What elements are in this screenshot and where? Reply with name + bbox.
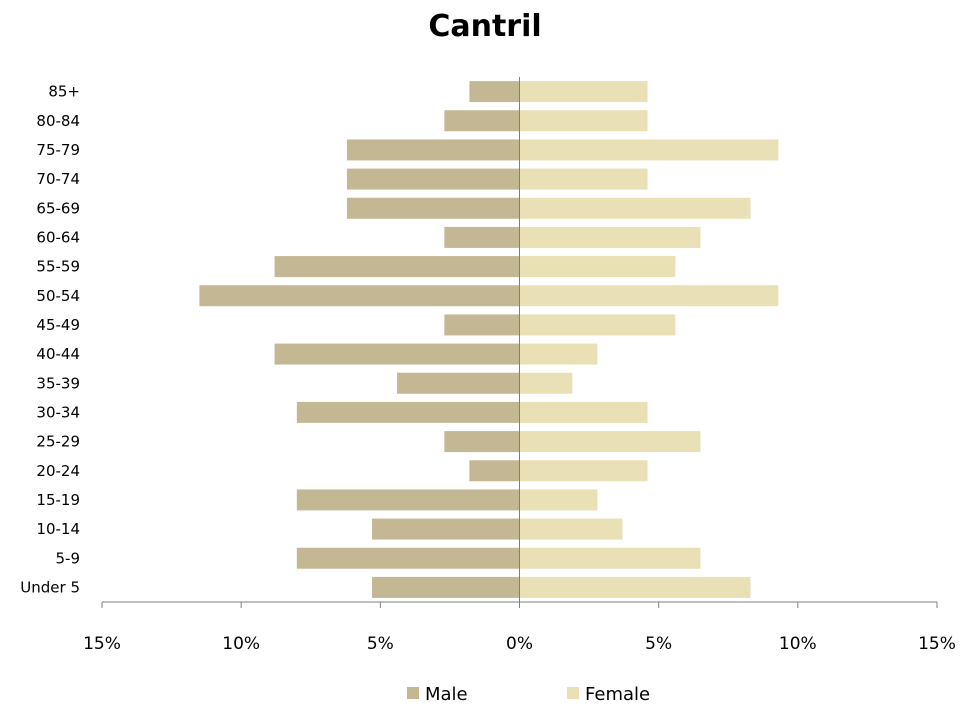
bar-female-50-54 xyxy=(519,285,779,307)
bar-male-45-49 xyxy=(444,314,520,336)
x-tick-label: 5% xyxy=(367,634,394,654)
bar-female-60-64 xyxy=(519,226,701,248)
category-label: 15-19 xyxy=(36,491,80,509)
category-label: 25-29 xyxy=(36,433,80,451)
category-label: 40-44 xyxy=(36,345,80,363)
category-label: 80-84 xyxy=(36,112,80,130)
bar-female-15-19 xyxy=(519,489,598,511)
bar-female-85+ xyxy=(519,81,648,103)
bar-male-25-29 xyxy=(444,431,520,453)
bar-female-45-49 xyxy=(519,314,676,336)
bar-male-5-9 xyxy=(296,547,520,569)
legend-swatch-female xyxy=(567,687,579,699)
category-label: 60-64 xyxy=(36,228,80,246)
bar-female-75-79 xyxy=(519,139,779,161)
bar-female-20-24 xyxy=(519,460,648,482)
x-tick-label: 10% xyxy=(779,634,817,654)
category-label: Under 5 xyxy=(20,578,80,596)
category-label: 10-14 xyxy=(36,520,80,538)
category-label: 20-24 xyxy=(36,462,80,480)
category-labels: 85+ 80-84 75-79 70-74 65-69 60-64 55-59 50-54 45… xyxy=(20,83,80,597)
bar-female-55-59 xyxy=(519,256,676,278)
bar-female-80-84 xyxy=(519,110,648,132)
bar-male-70-74 xyxy=(346,168,520,190)
x-tick-label: 5% xyxy=(645,634,672,654)
bar-male-60-64 xyxy=(444,226,520,248)
category-label: 35-39 xyxy=(36,374,80,392)
x-tick-label: 15% xyxy=(83,634,121,654)
bar-female-5-9 xyxy=(519,547,701,569)
bar-female-35-39 xyxy=(519,372,573,394)
bar-female-40-44 xyxy=(519,343,598,365)
category-label: 55-59 xyxy=(36,258,80,276)
category-label: 85+ xyxy=(48,83,80,101)
bar-male-under-5 xyxy=(371,576,520,598)
bar-female-30-34 xyxy=(519,401,648,423)
bar-male-35-39 xyxy=(397,372,520,394)
bar-female-65-69 xyxy=(519,197,751,219)
bar-male-75-79 xyxy=(346,139,520,161)
chart-title: Cantril xyxy=(428,9,541,44)
x-tick-label: 10% xyxy=(222,634,260,654)
bar-female-10-14 xyxy=(519,518,623,540)
bar-female-70-74 xyxy=(519,168,648,190)
bar-male-15-19 xyxy=(296,489,520,511)
x-tick-label: 15% xyxy=(918,634,956,654)
bar-male-10-14 xyxy=(371,518,520,540)
bar-male-20-24 xyxy=(469,460,520,482)
category-label: 65-69 xyxy=(36,199,80,217)
category-label: 70-74 xyxy=(36,170,80,188)
legend: Male Female xyxy=(407,684,650,705)
bar-male-65-69 xyxy=(346,197,520,219)
bars-layer xyxy=(199,81,779,598)
bar-female-under-5 xyxy=(519,576,751,598)
category-label: 50-54 xyxy=(36,287,80,305)
bar-male-50-54 xyxy=(199,285,520,307)
category-label: 45-49 xyxy=(36,316,80,334)
x-axis: 15% 10% 5% 0% 5% 10% 15% xyxy=(83,77,956,654)
legend-label-female: Female xyxy=(585,684,650,705)
category-label: 30-34 xyxy=(36,403,80,421)
bar-male-40-44 xyxy=(274,343,520,365)
x-tick-label: 0% xyxy=(506,634,533,654)
bar-male-80-84 xyxy=(444,110,520,132)
legend-swatch-male xyxy=(407,687,419,699)
legend-label-male: Male xyxy=(425,684,468,705)
category-label: 5-9 xyxy=(56,549,81,567)
bar-male-30-34 xyxy=(296,401,520,423)
bar-male-85+ xyxy=(469,81,520,103)
bar-female-25-29 xyxy=(519,431,701,453)
category-label: 75-79 xyxy=(36,141,80,159)
bar-male-55-59 xyxy=(274,256,520,278)
